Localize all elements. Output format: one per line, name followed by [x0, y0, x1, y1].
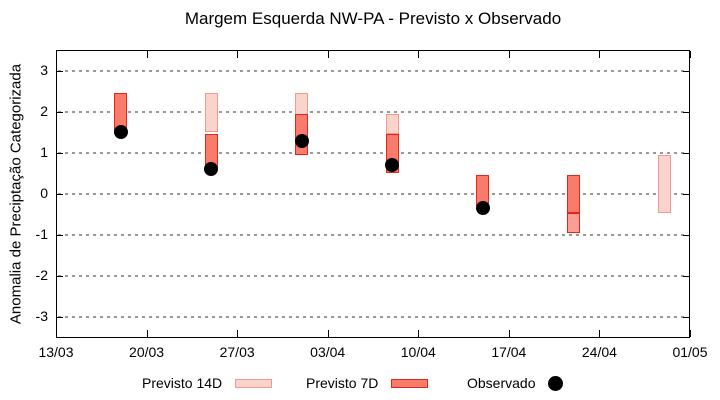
- x-axis-tick: [690, 330, 691, 337]
- y-tick-label: 2: [40, 102, 48, 119]
- previsto-7d-light-box: [567, 212, 581, 234]
- legend-label-observado: Observado: [467, 375, 536, 391]
- y-tick-label: 0: [40, 185, 48, 201]
- y-axis-tick-right: [683, 276, 689, 278]
- chart-title: Margem Esquerda NW-PA - Previsto x Obser…: [184, 9, 562, 28]
- legend-label-previsto-7d: Previsto 7D: [306, 375, 379, 391]
- gridline: [58, 110, 688, 113]
- observed-dot: [113, 125, 128, 140]
- y-axis-tick: [57, 111, 63, 113]
- x-tick-label: 10/04: [400, 344, 436, 360]
- y-axis-tick-right: [683, 194, 689, 195]
- gridline: [58, 151, 688, 154]
- gridline: [58, 69, 688, 72]
- x-tick-label: 20/03: [129, 344, 165, 360]
- y-axis-tick-right: [683, 111, 689, 113]
- x-tick-label: 13/03: [38, 344, 74, 360]
- x-tick-label: 01/05: [672, 344, 708, 360]
- y-tick-label: 3: [40, 61, 48, 78]
- observed-dot: [294, 133, 309, 148]
- y-axis-tick: [57, 194, 63, 195]
- x-axis-tick: [508, 330, 510, 337]
- x-axis-tick: [599, 330, 601, 337]
- x-axis-tick-top: [508, 51, 510, 58]
- x-tick-label: 27/03: [219, 344, 255, 360]
- gridline: [58, 234, 688, 237]
- y-axis-tick: [57, 276, 63, 278]
- y-axis-tick-right: [683, 70, 689, 72]
- legend-label-previsto-14d: Previsto 14D: [142, 375, 223, 391]
- legend-item-previsto-14d: Previsto 14D: [142, 374, 273, 392]
- previsto-14d-swatch: [235, 378, 273, 388]
- x-tick-label: 24/04: [581, 344, 617, 360]
- observed-dot: [475, 201, 490, 216]
- x-axis-tick-top: [56, 51, 57, 58]
- previsto-7d-swatch: [391, 378, 429, 388]
- x-axis-tick: [146, 330, 148, 337]
- observado-swatch-dot: [548, 375, 564, 391]
- y-axis-tick: [57, 70, 63, 72]
- previsto-14d-box: [657, 154, 671, 213]
- y-tick-label: 1: [40, 143, 48, 160]
- x-axis-tick: [418, 330, 420, 337]
- gridline: [58, 275, 688, 278]
- x-axis-tick-top: [237, 51, 239, 58]
- legend-item-previsto-7d: Previsto 7D: [306, 374, 429, 392]
- x-axis-tick-top: [690, 51, 691, 58]
- observed-dot: [385, 158, 400, 173]
- gridline: [58, 193, 688, 195]
- y-tick-label: -2: [35, 267, 48, 284]
- x-tick-label: 03/04: [310, 344, 346, 360]
- previsto-7d-box: [567, 175, 581, 213]
- y-tick-label: -3: [35, 308, 48, 325]
- y-axis-tick: [57, 317, 63, 319]
- x-tick-label: 17/04: [491, 344, 527, 360]
- y-axis-tick-right: [683, 317, 689, 319]
- y-axis-tick: [57, 152, 63, 154]
- x-axis-tick: [56, 330, 57, 337]
- y-tick-label: -1: [35, 226, 48, 243]
- x-axis-tick-top: [418, 51, 420, 58]
- y-axis-tick-right: [683, 235, 689, 237]
- y-axis-tick: [57, 235, 63, 237]
- legend-item-observado: Observado: [467, 374, 564, 392]
- x-axis-tick-top: [146, 51, 148, 58]
- x-axis-tick-top: [599, 51, 601, 58]
- previsto-14d-box: [385, 113, 399, 135]
- x-axis-tick: [237, 330, 239, 337]
- x-axis-tick-top: [327, 51, 329, 58]
- x-axis-tick: [327, 330, 329, 337]
- y-axis-tick-right: [683, 152, 689, 154]
- gridline: [58, 316, 688, 319]
- plot-area: [56, 50, 690, 338]
- observed-dot: [204, 162, 219, 177]
- previsto-14d-box: [204, 93, 218, 133]
